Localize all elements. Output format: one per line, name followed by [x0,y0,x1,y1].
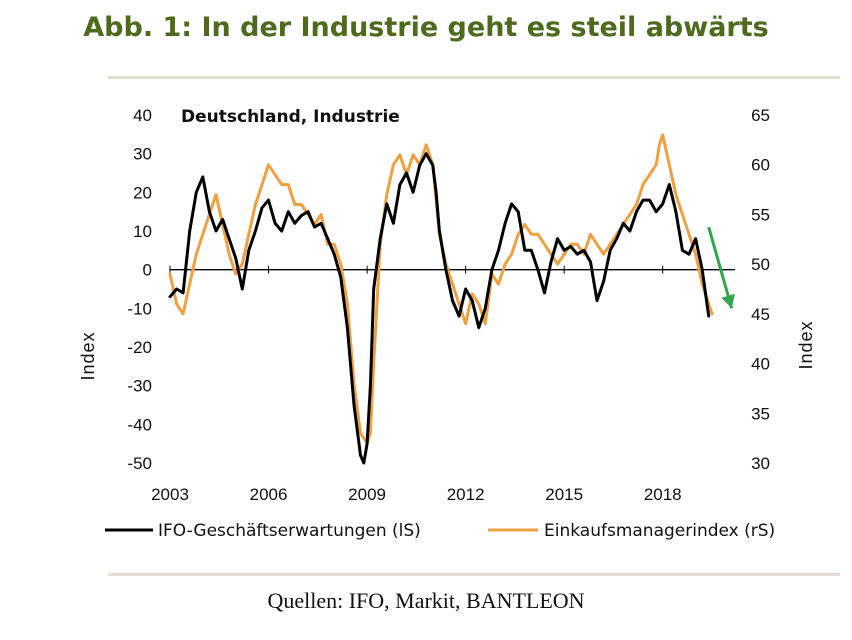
legend-label-pmi: Einkaufsmanagerindex (rS) [544,521,775,541]
trend-arrow-shaft [707,226,734,309]
left-tick-label: -20 [127,338,152,357]
left-tick-label: -40 [127,415,152,434]
x-tick-label: 2012 [447,485,485,504]
right-tick-label: 30 [751,454,770,473]
x-tick-label: 2009 [348,485,386,504]
source-note: Quellen: IFO, Markit, BANTLEON [267,588,585,613]
trend-arrow-head [721,293,735,309]
legend-label-ifo: IFO-Geschäftserwartungen (lS) [158,521,421,541]
axes-layer: 40 30 20 10 0 -10 -20 -30 -40 -50 65 60 55 50 45 40 35 30… [127,106,770,504]
right-axis-label: Index [796,320,816,369]
right-tick-label: 45 [751,305,770,324]
series-line-pmi [168,133,714,445]
left-tick-label: 10 [133,222,152,241]
bottom-divider [108,573,840,576]
trend-arrow-layer [707,226,735,309]
legend: IFO-Geschäftserwartungen (lS) Einkaufsma… [105,521,775,541]
right-tick-label: 35 [751,404,770,423]
left-tick-label: 40 [133,106,152,125]
x-tick-label: 2015 [545,485,583,504]
series-line-ifo [168,152,711,465]
right-tick-label: 50 [751,255,770,274]
left-axis-label: Index [78,331,98,380]
top-divider [108,76,840,79]
left-tick-label: 30 [133,145,152,164]
left-tick-label: -10 [127,299,152,318]
figure-title: Abb. 1: In der Industrie geht es steil a… [83,12,769,43]
x-tick-label: 2003 [151,485,189,504]
left-tick-label: 20 [133,183,152,202]
left-tick-label: 0 [143,261,152,280]
right-tick-label: 65 [751,106,770,125]
right-tick-label: 60 [751,156,770,175]
line-chart: 40 30 20 10 0 -10 -20 -30 -40 -50 65 60 55 50 45 40 35 30… [78,106,816,541]
left-tick-label: -30 [127,377,152,396]
x-tick-label: 2006 [250,485,288,504]
right-tick-label: 40 [751,355,770,374]
left-tick-label: -50 [127,454,152,473]
chart-inner-title: Deutschland, Industrie [181,107,400,127]
series-layer [168,133,714,465]
x-tick-label: 2018 [644,485,682,504]
right-tick-label: 55 [751,205,770,224]
